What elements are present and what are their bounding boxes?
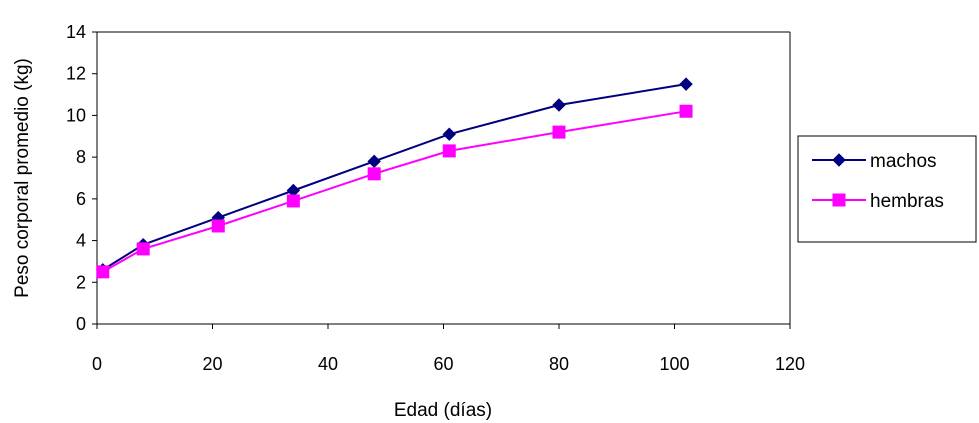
x-tick-label: 40 xyxy=(318,354,338,374)
y-tick-label: 4 xyxy=(76,231,86,251)
y-tick-label: 8 xyxy=(76,147,86,167)
legend-label-machos: machos xyxy=(870,151,937,172)
data-point-hembras xyxy=(137,243,149,255)
y-tick-label: 2 xyxy=(76,272,86,292)
data-point-hembras xyxy=(212,220,224,232)
plot-area xyxy=(97,32,790,324)
legend: machos hembras xyxy=(798,136,976,242)
y-tick-label: 12 xyxy=(66,64,86,84)
legend-label-hembras: hembras xyxy=(870,191,944,212)
data-point-hembras xyxy=(368,168,380,180)
x-tick-label: 0 xyxy=(92,354,102,374)
data-point-hembras xyxy=(443,145,455,157)
y-tick-label: 10 xyxy=(66,105,86,125)
y-tick-label: 0 xyxy=(76,314,86,334)
legend-marker-hembras xyxy=(833,194,845,206)
x-tick-label: 20 xyxy=(202,354,222,374)
x-tick-label: 120 xyxy=(775,354,805,374)
x-axis-title: Edad (días) xyxy=(394,400,492,421)
y-tick-label: 14 xyxy=(66,22,86,42)
y-tick-label: 6 xyxy=(76,189,86,209)
data-point-hembras xyxy=(680,105,692,117)
x-tick-label: 80 xyxy=(549,354,569,374)
x-tick-label: 60 xyxy=(433,354,453,374)
x-tick-label: 100 xyxy=(659,354,689,374)
y-axis-title: Peso corporal promedio (kg) xyxy=(12,58,33,298)
data-point-hembras xyxy=(97,266,109,278)
data-point-hembras xyxy=(553,126,565,138)
data-point-hembras xyxy=(287,195,299,207)
